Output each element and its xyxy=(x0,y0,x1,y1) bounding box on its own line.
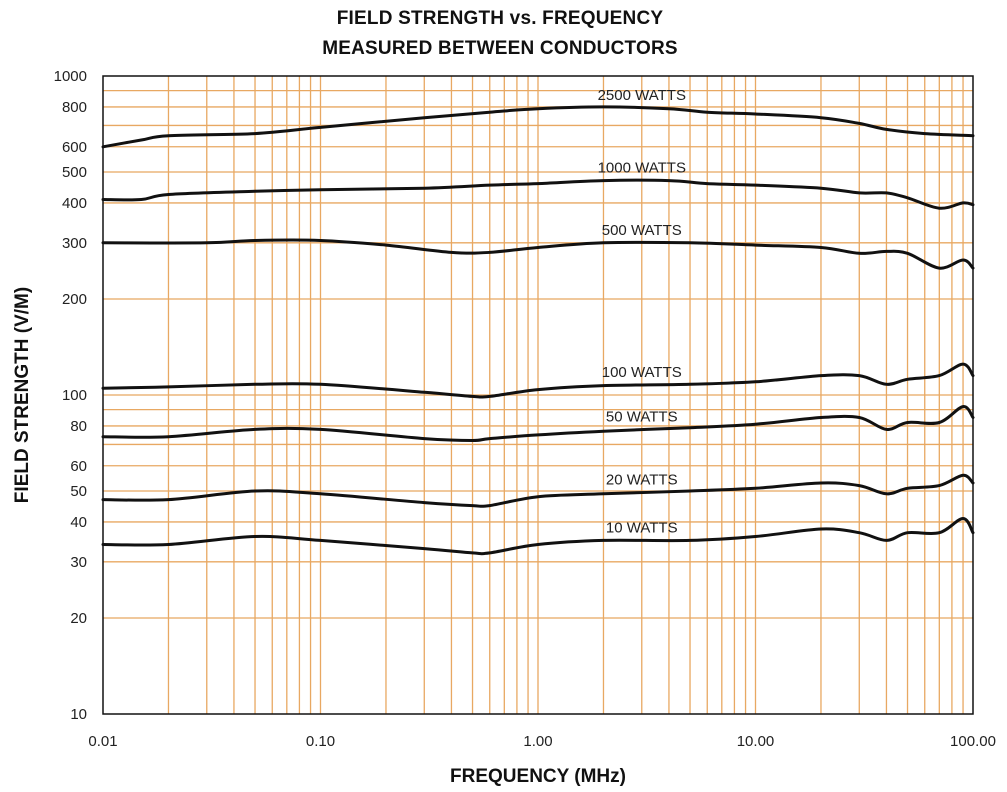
series-label-50-watts: 50 WATTS xyxy=(606,409,678,426)
series-line-100-watts xyxy=(101,362,975,399)
series-label-100-watts: 100 WATTS xyxy=(602,364,682,381)
y-tick-label: 60 xyxy=(70,458,87,475)
x-tick-label: 10.00 xyxy=(737,733,775,750)
series-label-10-watts: 10 WATTS xyxy=(606,519,678,536)
y-tick-label: 500 xyxy=(62,164,87,181)
series-line-500-watts xyxy=(101,238,975,270)
y-tick-label: 100 xyxy=(62,387,87,404)
series-lines xyxy=(101,105,975,556)
series-line-2500-watts xyxy=(101,105,975,149)
x-tick-label: 1.00 xyxy=(523,733,552,750)
y-tick-label: 80 xyxy=(70,418,87,435)
series-label-1000-watts: 1000 WATTS xyxy=(598,160,686,177)
chart-title: FIELD STRENGTH vs. FREQUENCY xyxy=(336,8,664,29)
plot-area-frame xyxy=(102,75,974,715)
series-label-20-watts: 20 WATTS xyxy=(606,472,678,489)
y-tick-label: 600 xyxy=(62,139,87,156)
y-tick-label: 200 xyxy=(62,291,87,308)
y-tick-label: 50 xyxy=(70,483,87,500)
series-line-1000-watts xyxy=(101,178,975,210)
y-tick-label: 10 xyxy=(70,706,87,723)
x-tick-label: 0.01 xyxy=(88,733,117,750)
y-tick-label: 300 xyxy=(62,235,87,252)
y-tick-label: 400 xyxy=(62,195,87,212)
series-line-20-watts xyxy=(101,473,975,508)
grid xyxy=(103,76,973,714)
x-axis-ticks: 0.01 0.10 1.00 10.00 100.00 xyxy=(88,733,996,750)
chart-subtitle: MEASURED BETWEEN CONDUCTORS xyxy=(322,38,678,59)
series-line-10-watts xyxy=(101,517,975,556)
y-tick-label: 800 xyxy=(62,99,87,116)
x-tick-label: 100.00 xyxy=(950,733,996,750)
series-line-50-watts xyxy=(101,405,975,442)
y-tick-label: 20 xyxy=(70,610,87,627)
series-label-2500-watts: 2500 WATTS xyxy=(598,87,686,104)
y-tick-label: 40 xyxy=(70,514,87,531)
x-axis-title: FREQUENCY (MHz) xyxy=(450,766,626,787)
y-tick-label: 1000 xyxy=(54,68,87,85)
y-tick-label: 30 xyxy=(70,554,87,571)
series-labels: 2500 WATTS 1000 WATTS 500 WATTS 100 WATTS 50… xyxy=(598,87,686,537)
y-axis-title: FIELD STRENGTH (V/M) xyxy=(12,287,33,503)
y-axis-ticks: 10 20 30 40 50 60 80 100 200 300 400 500 600 800 1000 xyxy=(54,68,87,723)
x-tick-label: 0.10 xyxy=(306,733,335,750)
series-label-500-watts: 500 WATTS xyxy=(602,222,682,239)
